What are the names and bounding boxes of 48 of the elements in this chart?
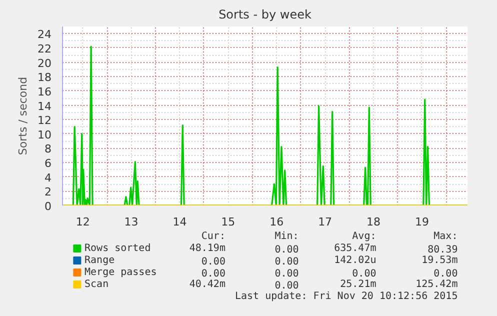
text: Avg: bbox=[352, 231, 376, 242]
y-tick-label: 12 bbox=[38, 114, 52, 128]
y-tick-label: 22 bbox=[38, 42, 52, 56]
text: 0.00 bbox=[201, 268, 226, 280]
y-tick-label: 18 bbox=[38, 71, 52, 84]
x-tick-label: 13 bbox=[124, 216, 138, 228]
text: 0.00 bbox=[274, 256, 299, 268]
y-tick-label: 8 bbox=[44, 142, 52, 156]
y-tick-label: 0 bbox=[44, 200, 52, 213]
x-tick-label: 18 bbox=[366, 216, 381, 228]
text: 19.53m bbox=[422, 255, 458, 266]
text: 0.00 bbox=[352, 268, 376, 280]
legend-label: Scan bbox=[84, 279, 109, 290]
y-tick-label: 10 bbox=[38, 128, 52, 142]
chart-title: Sorts - by week bbox=[218, 8, 312, 22]
y-tick-label: 16 bbox=[38, 85, 52, 98]
x-tick-label: 16 bbox=[270, 216, 284, 228]
text: 125.42m bbox=[416, 279, 458, 290]
x-tick-label: 15 bbox=[221, 216, 236, 228]
text: 635.47m bbox=[334, 243, 376, 254]
text: Cur: bbox=[201, 231, 226, 242]
text: 0.00 bbox=[434, 268, 458, 280]
x-tick-label: 14 bbox=[172, 216, 187, 228]
text: Max: bbox=[434, 231, 458, 242]
x-tick-label: 17 bbox=[318, 216, 332, 228]
x-tick-label: 12 bbox=[76, 216, 90, 228]
y-axis-title: Sorts / second bbox=[16, 76, 30, 156]
legend-label: Merge passes bbox=[84, 267, 157, 278]
text: 0.00 bbox=[274, 280, 299, 292]
text: Min: bbox=[274, 231, 299, 242]
text: 0.00 bbox=[274, 244, 299, 256]
y-tick-label: 20 bbox=[38, 56, 52, 70]
legend-label: Range bbox=[84, 255, 115, 266]
y-tick-label: 24 bbox=[38, 28, 52, 42]
text: 0.00 bbox=[274, 268, 299, 280]
text: 48.19m bbox=[189, 243, 226, 254]
text: 25.21m bbox=[340, 279, 376, 290]
y-tick-label: 6 bbox=[44, 157, 52, 170]
text: Last update: Fri Nov 20 10:12:56 2015 bbox=[234, 291, 458, 302]
y-tick-label: 4 bbox=[44, 171, 52, 184]
text: 40.42m bbox=[189, 279, 226, 290]
legend-label: Rows sorted bbox=[84, 243, 151, 254]
text: 142.02u bbox=[334, 255, 376, 266]
text: 80.39 bbox=[428, 244, 458, 256]
y-tick-label: 14 bbox=[38, 100, 52, 113]
y-tick-label: 2 bbox=[44, 186, 52, 199]
x-tick-label: 19 bbox=[414, 216, 429, 228]
text: 0.00 bbox=[201, 256, 226, 268]
